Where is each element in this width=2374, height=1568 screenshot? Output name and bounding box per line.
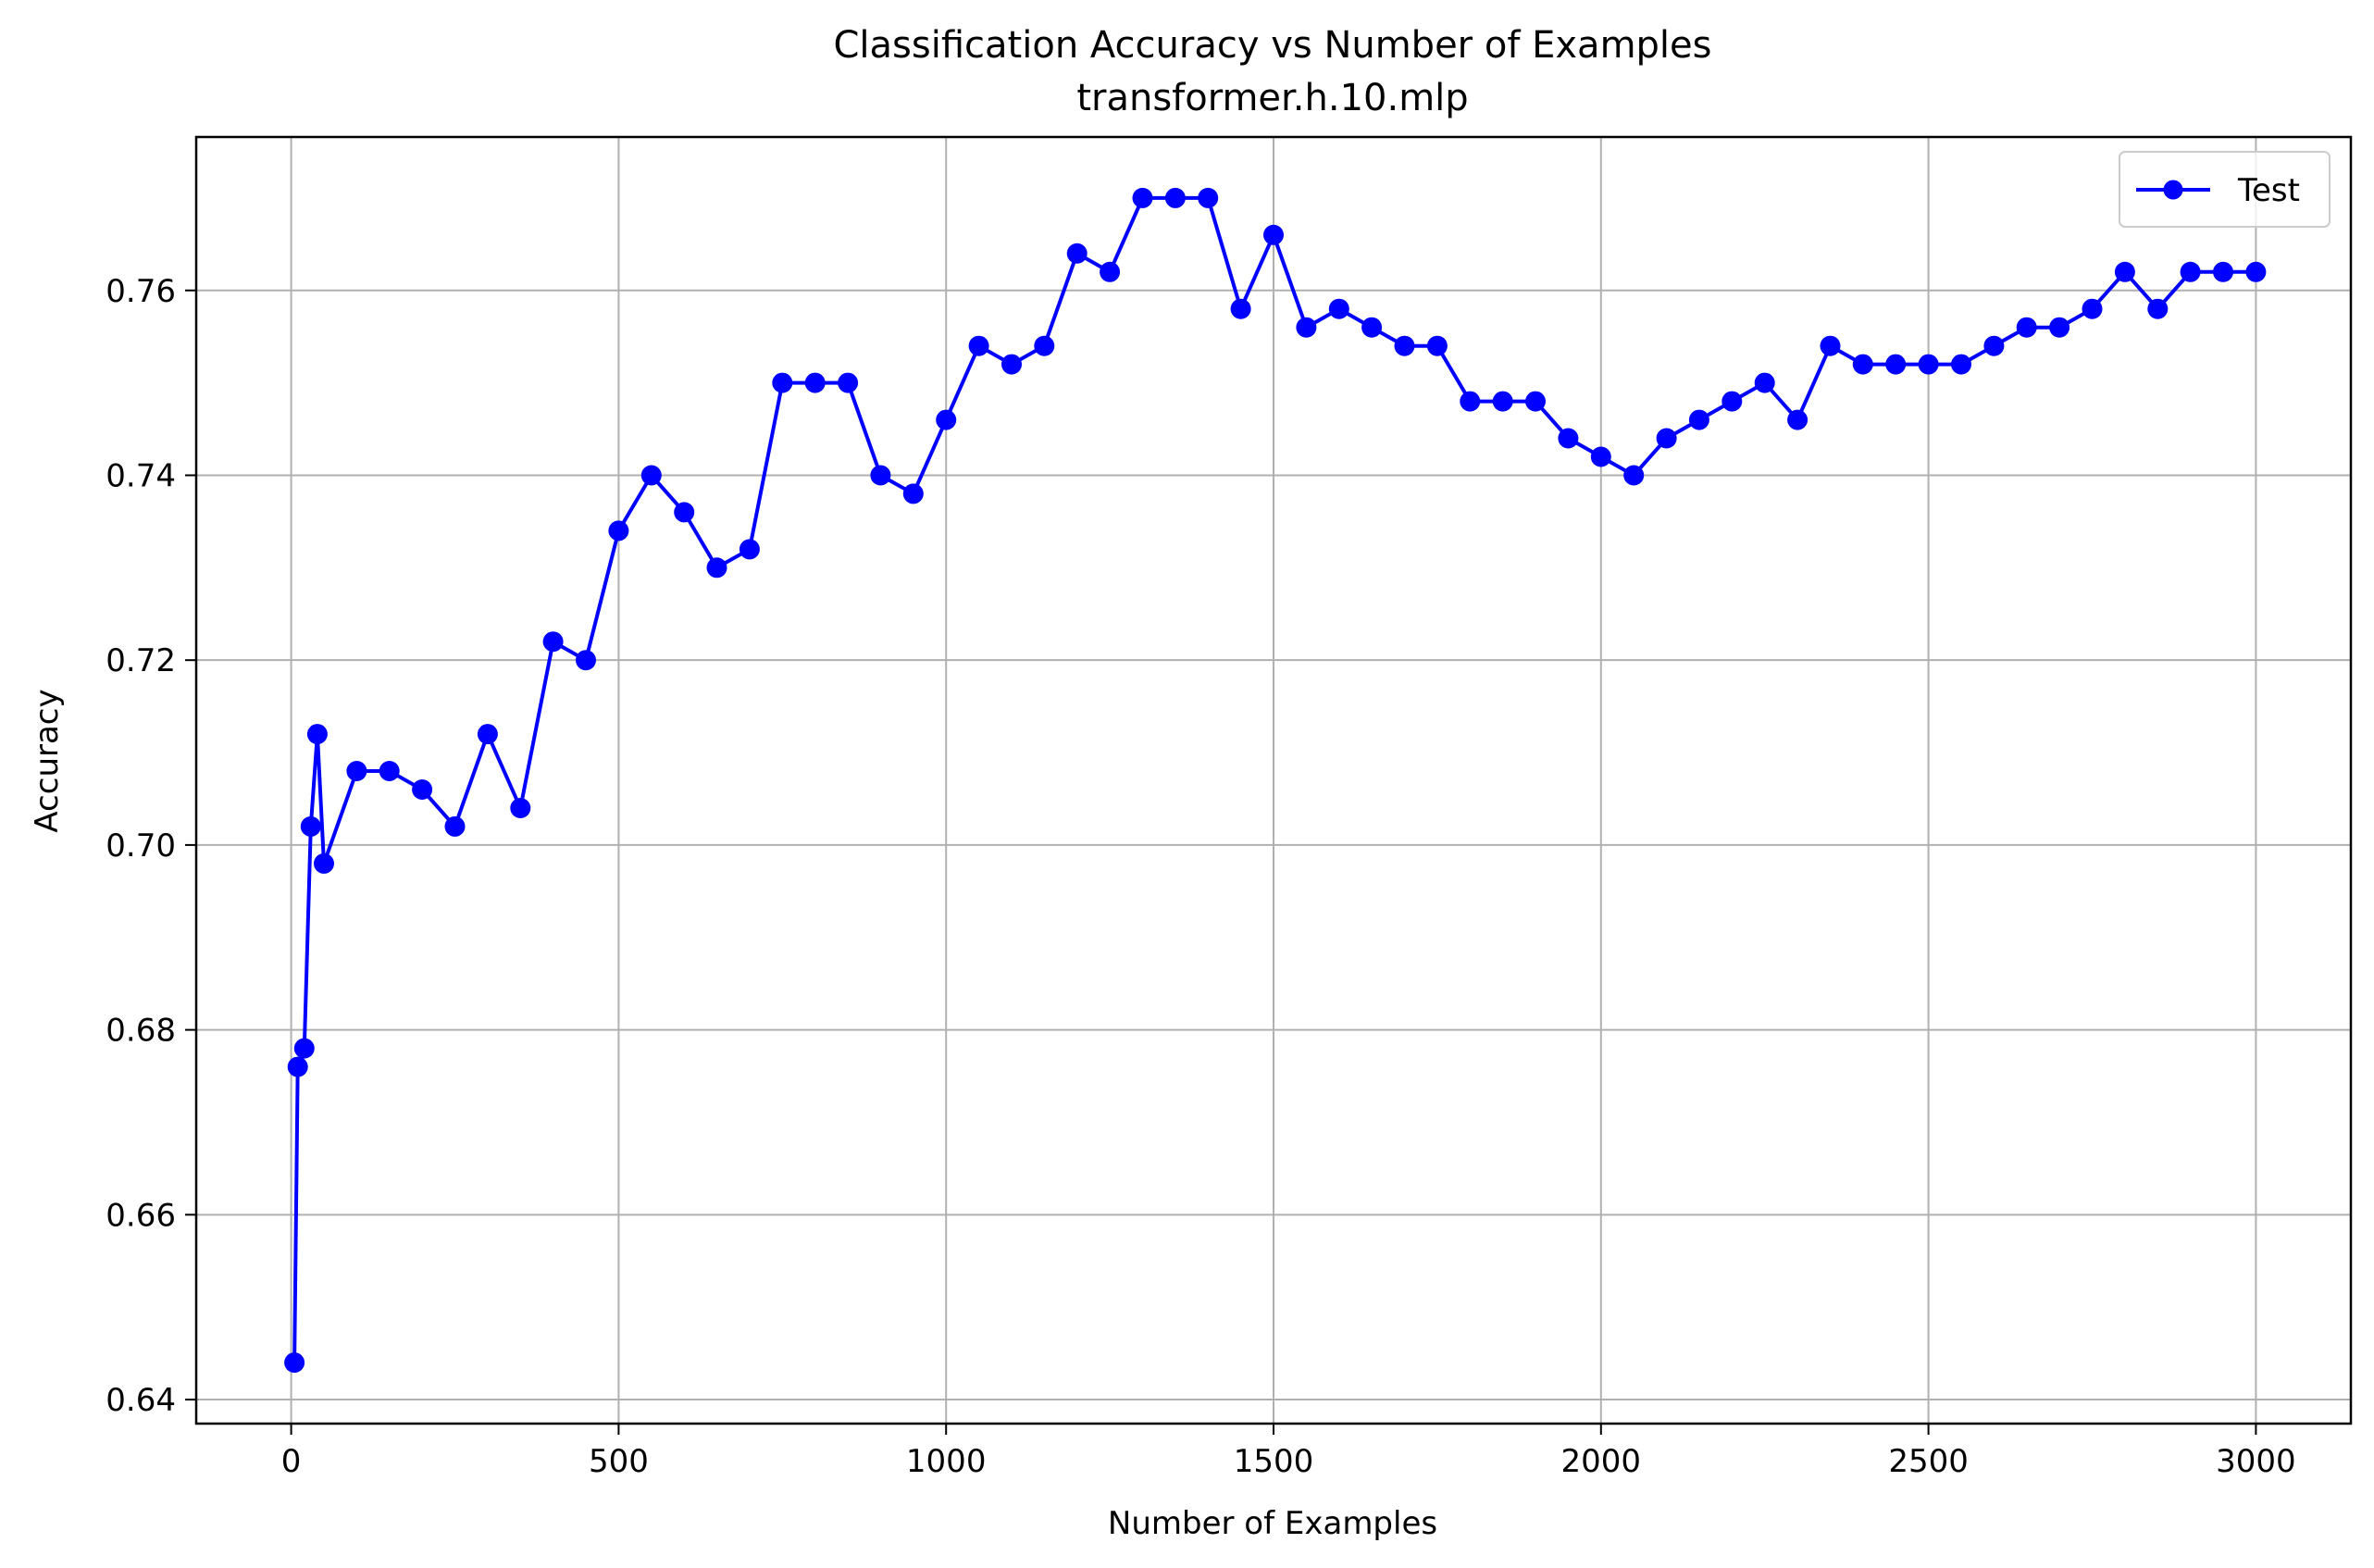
data-point [1558, 428, 1579, 449]
y-tick-label: 0.74 [106, 457, 176, 494]
data-point [1198, 187, 1219, 208]
data-point [284, 1352, 305, 1374]
data-point [1656, 428, 1677, 449]
chart-subtitle: transformer.h.10.mlp [1076, 77, 1468, 119]
data-point [936, 409, 957, 430]
data-point [444, 815, 466, 837]
data-point [510, 798, 531, 818]
data-point [608, 520, 629, 541]
y-tick-label: 0.72 [106, 642, 176, 679]
data-point [1951, 354, 1971, 375]
data-point [1426, 335, 1448, 356]
y-tick-label: 0.76 [106, 273, 176, 310]
data-point [1525, 391, 1546, 412]
data-point [412, 779, 433, 800]
data-point [1361, 317, 1383, 338]
data-point [772, 372, 793, 393]
x-tick-label: 1000 [906, 1443, 987, 1480]
legend-marker-swatch [2163, 180, 2183, 200]
data-point [477, 724, 498, 745]
x-axis-label: Number of Examples [1108, 1505, 1437, 1542]
data-point [306, 724, 328, 745]
data-point [2245, 261, 2267, 282]
data-point [1296, 317, 1317, 338]
data-point [346, 761, 367, 781]
data-point [2016, 317, 2037, 338]
data-point [1688, 409, 1709, 430]
data-point [2082, 298, 2103, 319]
data-point [838, 372, 859, 393]
series-layer [284, 187, 2267, 1374]
data-point [1132, 187, 1153, 208]
axis-ticks: 0 500 1000 1500 2000 2500 3000 0.64 0.66 0.68 0.70… [106, 273, 2295, 1480]
data-point [1230, 298, 1251, 319]
y-tick-label: 0.68 [106, 1013, 176, 1050]
data-point [902, 483, 924, 504]
data-point [1721, 391, 1743, 412]
data-point [968, 335, 989, 356]
data-point [1492, 391, 1513, 412]
y-tick-label: 0.64 [106, 1382, 176, 1419]
data-point [1590, 446, 1611, 467]
data-point [1066, 243, 1088, 264]
y-tick-label: 0.70 [106, 828, 176, 865]
data-point [2049, 317, 2070, 338]
x-tick-label: 1500 [1234, 1443, 1314, 1480]
data-point [1787, 409, 1808, 430]
data-point [1983, 335, 2005, 356]
data-point [1394, 335, 1415, 356]
legend-label-test: Test [2237, 172, 2300, 209]
data-point [287, 1056, 308, 1077]
data-point [1328, 298, 1349, 319]
x-tick-label: 500 [589, 1443, 649, 1480]
data-point [2114, 261, 2135, 282]
data-point [804, 372, 826, 393]
y-axis-label: Accuracy [29, 689, 66, 832]
data-point [1885, 354, 1907, 375]
data-point [1001, 354, 1022, 375]
data-point [1100, 261, 1121, 282]
data-point [1918, 354, 1939, 375]
data-point [2180, 261, 2201, 282]
data-point [576, 650, 596, 671]
data-point [1623, 465, 1645, 486]
x-tick-label: 2500 [1888, 1443, 1969, 1480]
data-point [640, 465, 662, 486]
y-tick-label: 0.66 [106, 1197, 176, 1234]
data-point [706, 557, 727, 579]
data-point [542, 631, 564, 653]
data-point [293, 1038, 315, 1059]
data-point [314, 852, 334, 874]
x-tick-label: 2000 [1561, 1443, 1642, 1480]
data-point [1263, 224, 1284, 245]
data-point [1164, 187, 1186, 208]
data-point [2147, 298, 2169, 319]
x-tick-label: 3000 [2216, 1443, 2296, 1480]
data-point [1034, 335, 1055, 356]
x-tick-label: 0 [281, 1443, 302, 1480]
data-point [1460, 391, 1481, 412]
data-point [300, 815, 321, 837]
legend: Test [2119, 151, 2330, 228]
data-point [2213, 261, 2233, 282]
data-point [674, 502, 695, 523]
data-point [1820, 335, 1841, 356]
data-point [739, 539, 760, 560]
grid [196, 137, 2351, 1424]
data-point [1852, 354, 1873, 375]
legend-box [2119, 151, 2330, 228]
chart-title: Classification Accuracy vs Number of Exa… [834, 24, 1712, 67]
data-point [379, 761, 400, 781]
data-point [870, 465, 891, 486]
data-point [1754, 372, 1775, 393]
